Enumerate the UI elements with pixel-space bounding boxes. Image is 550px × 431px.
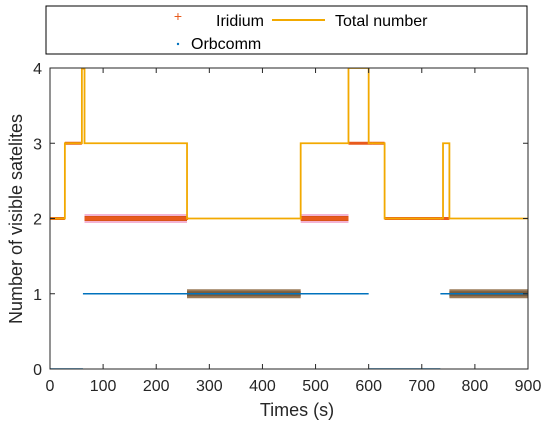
legend-box — [45, 5, 528, 55]
x-tick-label: 100 — [90, 378, 117, 395]
x-tick-label: 800 — [462, 378, 489, 395]
y-tick-label: 0 — [33, 362, 42, 379]
legend-iridium-label: Iridium — [216, 13, 264, 30]
y-tick-label: 2 — [33, 212, 42, 229]
x-tick-label: 900 — [515, 378, 542, 395]
x-axis-label: Times (s) — [260, 400, 334, 420]
x-tick-label: 600 — [355, 378, 382, 395]
x-tick-label: 0 — [46, 378, 55, 395]
legend-orbcomm-label: Orbcomm — [191, 36, 261, 53]
x-tick-label: 500 — [302, 378, 329, 395]
legend: + Iridium Orbcomm Total number — [45, 5, 528, 55]
y-tick-label: 1 — [33, 287, 42, 304]
x-tick-label: 200 — [143, 378, 170, 395]
legend-total-label: Total number — [335, 13, 428, 30]
plot-area — [50, 68, 528, 369]
axes: 0 100 200 300 400 500 600 700 800 900 0 1 2 3 4 — [33, 61, 541, 395]
legend-orbcomm-marker — [176, 42, 180, 46]
x-tick-label: 400 — [249, 378, 276, 395]
y-tick-label: 4 — [33, 61, 42, 78]
plot-content — [50, 68, 528, 369]
x-tick-label: 700 — [408, 378, 435, 395]
x-tick-label: 300 — [196, 378, 223, 395]
total-number-line — [50, 68, 528, 220]
y-axis-label: Number of visible satelites — [6, 114, 26, 324]
legend-iridium-marker: + — [174, 8, 182, 24]
y-tick-label: 3 — [33, 136, 42, 153]
